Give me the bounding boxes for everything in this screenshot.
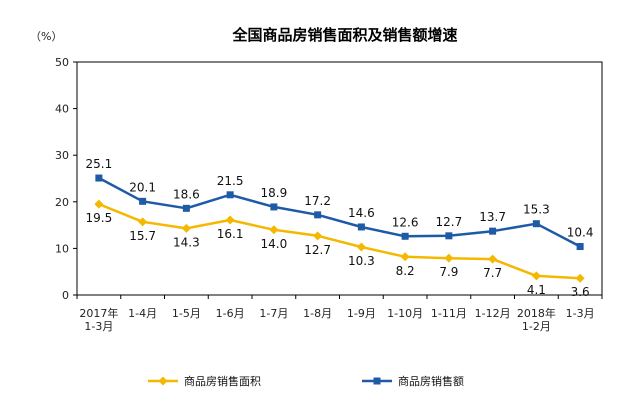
legend-marker-0 (158, 376, 168, 386)
series-marker-1 (314, 211, 322, 219)
x-tick-label: 2018年 (517, 306, 556, 320)
data-label: 18.9 (261, 186, 288, 200)
data-label: 25.1 (86, 157, 113, 171)
series-marker-1 (576, 243, 584, 251)
y-tick-label: 50 (55, 56, 69, 69)
data-label: 8.2 (396, 264, 415, 278)
series-marker-0 (575, 273, 585, 283)
series-marker-1 (357, 223, 365, 231)
data-label: 13.7 (479, 210, 506, 224)
data-label: 3.6 (571, 285, 590, 299)
y-tick-label: 0 (62, 289, 69, 302)
data-label: 14.0 (261, 237, 288, 251)
x-tick-label: 1-7月 (259, 307, 288, 320)
x-tick-label: 1-3月 (566, 307, 595, 320)
x-tick-label: 1-2月 (522, 320, 551, 333)
legend: 商品房销售面积 商品房销售额 (148, 374, 464, 388)
x-tick-label: 1-10月 (387, 307, 423, 320)
legend-marker-1 (373, 377, 381, 385)
data-label: 19.5 (86, 211, 113, 225)
y-axis: 0 10 20 30 40 50 (55, 56, 77, 302)
x-tick-label: 1-5月 (172, 307, 201, 320)
series-marker-1 (445, 232, 453, 240)
x-tick-label: 2017年 (79, 306, 118, 320)
series-marker-0 (94, 199, 104, 209)
x-tick-label: 1-3月 (84, 320, 113, 333)
y-tick-label: 20 (55, 196, 69, 209)
series-marker-1 (489, 227, 497, 235)
y-tick-label: 30 (55, 149, 69, 162)
data-label: 7.7 (483, 266, 502, 280)
series-marker-0 (225, 215, 235, 225)
series-line-0 (98, 202, 581, 280)
data-label: 15.3 (523, 203, 550, 217)
y-tick-label: 10 (55, 242, 69, 255)
series-marker-0 (444, 253, 454, 263)
data-label: 14.3 (173, 235, 200, 249)
data-label: 14.6 (348, 206, 375, 220)
series-marker-0 (313, 231, 323, 241)
data-label: 15.7 (129, 229, 156, 243)
legend-label: 商品房销售额 (398, 374, 464, 388)
series-marker-1 (532, 220, 540, 228)
series-marker-1 (270, 203, 278, 211)
x-tick-label: 1-12月 (475, 307, 511, 320)
data-label: 4.1 (527, 283, 546, 297)
series-marker-1 (182, 204, 190, 212)
y-unit-label: （%） (30, 30, 62, 43)
x-tick-label: 1-8月 (303, 307, 332, 320)
series-line-1 (98, 176, 581, 248)
series-marker-1 (139, 197, 147, 205)
series-marker-0 (488, 254, 498, 264)
x-tick-label: 1-4月 (128, 307, 157, 320)
x-tick-label: 1-6月 (216, 307, 245, 320)
data-label: 17.2 (304, 194, 331, 208)
data-label: 12.7 (436, 215, 463, 229)
series-marker-1 (401, 232, 409, 240)
series-marker-1 (95, 174, 103, 182)
series-marker-0 (531, 271, 541, 281)
data-label: 18.6 (173, 187, 200, 201)
data-label: 12.6 (392, 215, 419, 229)
data-label: 16.1 (217, 227, 244, 241)
data-label: 10.3 (348, 254, 375, 268)
plot-area (76, 61, 603, 296)
series-marker-0 (356, 242, 366, 252)
data-label: 12.7 (304, 243, 331, 257)
x-tick-label: 1-9月 (347, 307, 376, 320)
data-label: 10.4 (567, 226, 594, 240)
series-marker-0 (138, 217, 148, 227)
x-tick-label: 1-11月 (431, 307, 467, 320)
data-label: 7.9 (439, 265, 458, 279)
legend-label: 商品房销售面积 (184, 374, 261, 388)
series-marker-1 (226, 191, 234, 199)
series-marker-0 (269, 225, 279, 235)
series-marker-0 (181, 223, 191, 233)
chart-title: 全国商品房销售面积及销售额增速 (231, 26, 457, 44)
y-tick-label: 40 (55, 103, 69, 116)
series-marker-0 (400, 252, 410, 262)
data-label: 21.5 (217, 174, 244, 188)
series-layer: 19.5 15.7 14.3 16.1 14.0 12.7 10.3 8.2 7.9 7.7 4.1… (86, 157, 594, 299)
data-label: 20.1 (129, 180, 156, 194)
